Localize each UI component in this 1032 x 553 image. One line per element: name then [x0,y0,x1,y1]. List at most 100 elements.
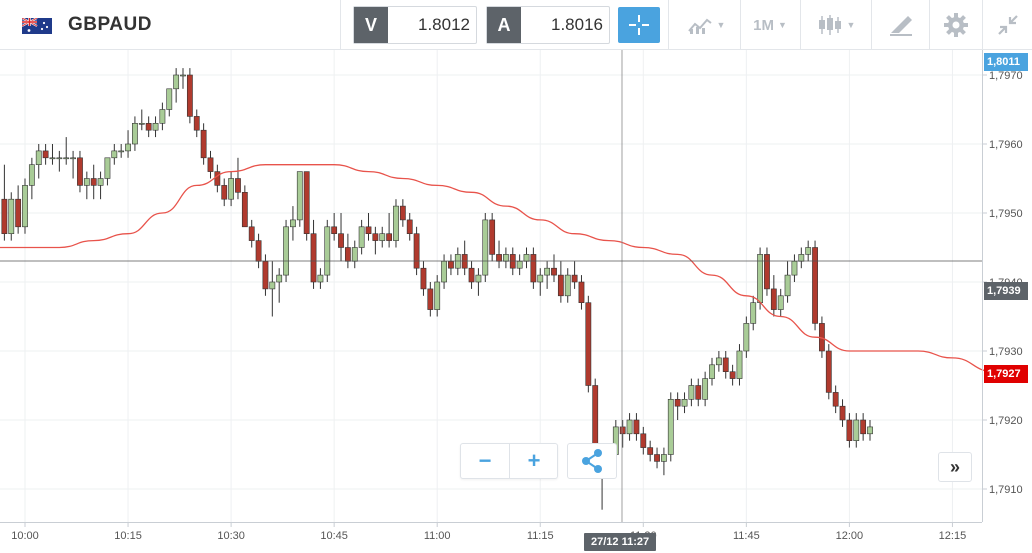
candle [798,247,805,269]
candle-body [413,233,420,269]
candle [475,268,482,296]
candle-body [496,254,502,262]
buy-label: A [487,7,521,43]
candle [860,413,867,441]
candle-body [757,254,763,303]
sell-price-button[interactable]: V 1.8012 [353,6,477,44]
candle-body [386,233,393,241]
candle-body [255,240,262,262]
collapse-icon [998,15,1018,35]
candle [736,344,743,386]
candle [104,157,111,186]
top-price-badge: 1,8011 [984,53,1028,71]
candle-body [846,419,853,442]
zoom-out-button[interactable]: − [478,448,492,473]
candle [15,185,22,234]
candle-body [15,198,22,228]
candle-body [661,454,667,462]
candle-body [448,261,454,269]
price-chart[interactable]: 1,79101,79201,79301,79401,79501,79601,79… [0,50,1032,553]
indicators-button[interactable]: ▼ [676,8,736,42]
drawing-tools-button[interactable] [876,8,926,42]
candle [56,150,63,172]
candle [722,351,729,379]
zoom-divider [509,444,510,478]
crosshair-toggle-button[interactable] [618,7,660,43]
timeframe-dropdown[interactable]: 1M ▼ [744,8,796,42]
collapse-button[interactable] [986,8,1030,42]
toolbar-divider [668,0,669,50]
candle-body [839,405,846,421]
settings-button[interactable] [933,8,979,42]
candle [805,240,812,262]
moving-average-line [0,164,994,373]
chart-toolbar: GBPAUD V 1.8012 A 1.8016 ▼ 1M ▼ [0,0,1032,50]
candle [427,282,434,317]
candle-body [351,247,358,262]
candle [496,240,502,269]
candle-body [63,157,70,160]
candle [406,213,413,241]
candle [186,68,193,124]
candle-body [70,157,76,160]
candle [22,178,28,234]
candle-body [688,385,695,400]
candle-body [825,350,832,393]
y-axis: 1,79101,79201,79301,79401,79501,79601,79… [982,70,1023,496]
candle-body [729,371,736,379]
candle-body [248,226,255,241]
candle-body [262,261,269,290]
candle [35,144,42,179]
candle [399,199,406,227]
candle [118,144,125,158]
chart-type-button[interactable]: ▼ [806,8,866,42]
candle [166,88,173,117]
candle-body [654,454,660,462]
candle [393,199,399,248]
candle-body [97,178,104,186]
candle-body [290,219,296,228]
candle [537,268,544,296]
candle [674,392,681,420]
candle [132,116,138,151]
candle-body [180,74,186,77]
candle-body [777,295,784,310]
candle [516,254,523,276]
candle-body [310,233,317,283]
candle [413,226,420,276]
candle [482,213,489,282]
candle-body [372,233,379,241]
candle-body [516,261,523,269]
x-tick-label: 11:45 [733,530,760,542]
zoom-in-button[interactable]: + [527,448,541,473]
candle-body [132,123,138,145]
y-tick-label: 1,7970 [989,70,1023,82]
candle [640,426,647,455]
candle [523,247,530,269]
candle-body [736,350,743,379]
candle-body [235,178,241,193]
candles [1,68,873,510]
candle [461,240,468,276]
candle-body [557,274,564,297]
candle [138,109,145,131]
candle [152,116,159,138]
scroll-to-latest-button[interactable]: » [938,452,972,482]
share-button[interactable] [567,443,617,479]
candle [441,254,447,289]
candle [386,213,393,248]
candle-body [152,123,159,131]
candle [269,261,276,317]
buy-price-button[interactable]: A 1.8016 [486,6,610,44]
candle [564,268,571,303]
candle [8,192,15,241]
x-tick-label: 12:15 [939,530,967,542]
candle-body [640,433,647,448]
candle [159,102,166,131]
toolbar-divider [340,0,341,50]
candle-body [22,185,28,228]
candle [351,240,358,269]
candle-body [111,150,118,159]
toolbar-divider [740,0,741,50]
candle-body [77,157,83,186]
